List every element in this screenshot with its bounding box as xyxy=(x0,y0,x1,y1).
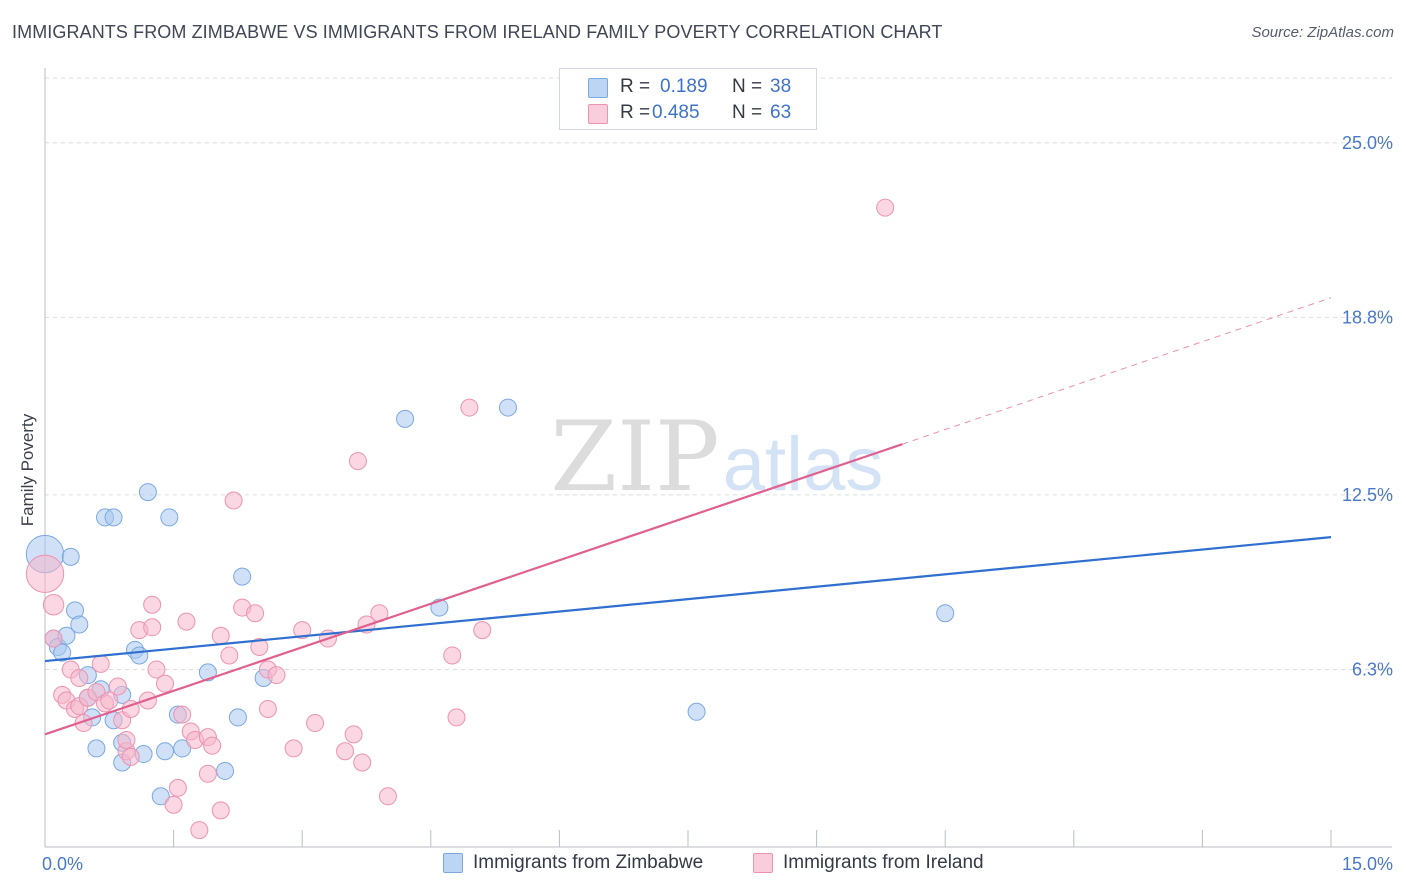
bottom-legend-swatch-zimbabwe xyxy=(443,853,463,873)
ireland-point xyxy=(143,618,162,637)
ireland-point xyxy=(91,654,110,673)
legend-n-label: N = xyxy=(732,102,763,123)
zimbabwe-point xyxy=(61,547,80,566)
bottom-legend-swatch-ireland xyxy=(753,853,773,873)
legend-r-label: R = xyxy=(620,76,651,97)
ireland-point xyxy=(284,739,303,758)
ireland-point xyxy=(164,795,183,814)
ireland-point xyxy=(267,666,286,685)
ireland-point xyxy=(224,491,243,510)
ireland-point xyxy=(211,626,230,645)
zimbabwe-point xyxy=(70,615,89,634)
ireland-point xyxy=(198,764,217,783)
ireland-point xyxy=(258,699,277,718)
ireland-point xyxy=(250,638,269,657)
zimbabwe-point xyxy=(138,483,157,502)
ireland-point xyxy=(44,629,63,648)
legend-r-value: 0.485 xyxy=(652,102,700,123)
bottom-legend-label: Immigrants from Ireland xyxy=(783,852,984,873)
ireland-point xyxy=(117,730,136,749)
ireland-point xyxy=(203,736,222,755)
zimbabwe-point xyxy=(936,604,955,623)
ireland-point xyxy=(121,747,140,766)
y-axis-title: Family Poverty xyxy=(18,413,37,527)
legend-r-value: 0.189 xyxy=(660,76,708,97)
ireland-point xyxy=(147,660,166,679)
bottom-legend-label: Immigrants from Zimbabwe xyxy=(473,852,704,873)
zimbabwe-point xyxy=(396,409,415,428)
zimbabwe-point xyxy=(151,787,170,806)
legend-n-value: 38 xyxy=(770,76,792,97)
correlation-legend: R = 0.189 N = 38 R = 0.485 N = 63 xyxy=(559,68,817,130)
ireland-point xyxy=(353,753,372,772)
legend-n-label: N = xyxy=(732,76,763,97)
ireland-point xyxy=(220,646,239,665)
ireland-point xyxy=(473,621,492,640)
ireland-point xyxy=(168,778,187,797)
ireland-point xyxy=(246,604,265,623)
zimbabwe-point xyxy=(104,508,123,527)
watermark: ZIP atlas xyxy=(550,401,883,513)
ireland-point xyxy=(173,705,192,724)
ireland-point xyxy=(293,621,312,640)
legend-swatch-ireland xyxy=(588,104,608,124)
ireland-point xyxy=(211,801,230,820)
chart-title: IMMIGRANTS FROM ZIMBABWE VS IMMIGRANTS F… xyxy=(12,22,943,42)
ireland-point xyxy=(108,677,127,696)
zimbabwe-point xyxy=(687,702,706,721)
y-tick-label: 6.3% xyxy=(1352,660,1393,680)
ireland-point xyxy=(348,452,367,471)
ireland-point xyxy=(876,198,895,217)
zimbabwe-point xyxy=(498,398,517,417)
trend-lines xyxy=(44,297,1332,736)
x-tick-label: 0.0% xyxy=(42,854,83,874)
ireland-point xyxy=(70,668,89,687)
zimbabwe-trend-line xyxy=(44,536,1332,663)
zimbabwe-point xyxy=(53,643,72,662)
y-tick-label: 25.0% xyxy=(1342,133,1393,153)
y-tick-label: 12.5% xyxy=(1342,485,1393,505)
zimbabwe-point xyxy=(228,708,247,727)
ireland-point xyxy=(344,725,363,744)
ireland-point xyxy=(447,708,466,727)
axes xyxy=(44,68,1392,848)
watermark-atlas: atlas xyxy=(723,422,884,507)
zimbabwe-point xyxy=(87,739,106,758)
watermark-zip: ZIP xyxy=(550,401,719,513)
ireland-point xyxy=(100,691,119,710)
ireland-trend-line xyxy=(44,443,903,736)
ireland-point xyxy=(42,594,65,616)
ireland-trend-extension xyxy=(902,297,1332,445)
source-credit: Source: ZipAtlas.com xyxy=(1251,24,1394,41)
ireland-point xyxy=(25,554,65,593)
ireland-points xyxy=(25,198,895,840)
ireland-point xyxy=(443,646,462,665)
ireland-point xyxy=(190,821,209,840)
zimbabwe-point xyxy=(156,742,175,761)
legend-swatch-zimbabwe xyxy=(588,78,608,98)
ireland-point xyxy=(378,787,397,806)
tick-labels: 6.3% 12.5% 18.8% 25.0% 0.0% 15.0% xyxy=(42,133,1393,874)
ireland-point xyxy=(306,714,325,733)
ireland-point xyxy=(460,398,479,417)
ireland-point xyxy=(143,595,162,614)
zimbabwe-point xyxy=(233,567,252,586)
zimbabwe-point xyxy=(216,761,235,780)
zimbabwe-point xyxy=(173,739,192,758)
zimbabwe-point xyxy=(130,646,149,665)
zimbabwe-point xyxy=(160,508,179,527)
ireland-point xyxy=(156,674,175,693)
y-tick-label: 18.8% xyxy=(1342,307,1393,327)
x-tick-label: 15.0% xyxy=(1342,854,1393,874)
legend-n-value: 63 xyxy=(770,102,792,123)
ireland-point xyxy=(177,612,196,631)
legend-r-label: R = xyxy=(620,102,651,123)
ireland-point xyxy=(336,742,355,761)
